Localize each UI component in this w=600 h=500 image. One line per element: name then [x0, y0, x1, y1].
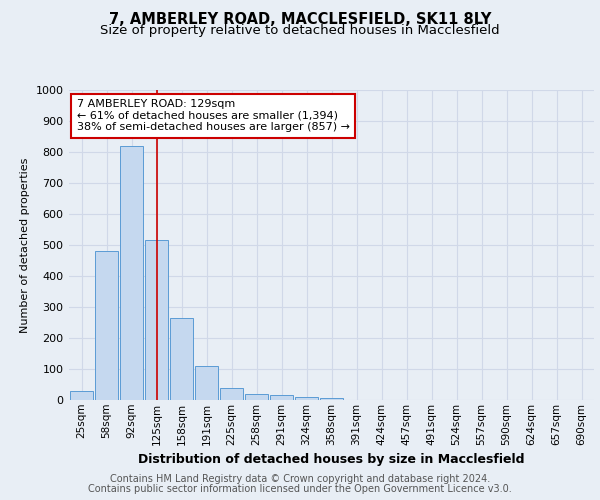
Text: Contains HM Land Registry data © Crown copyright and database right 2024.: Contains HM Land Registry data © Crown c… — [110, 474, 490, 484]
Bar — [295, 397, 319, 400]
Bar — [245, 394, 268, 400]
Bar — [70, 392, 94, 400]
Text: 7, AMBERLEY ROAD, MACCLESFIELD, SK11 8LY: 7, AMBERLEY ROAD, MACCLESFIELD, SK11 8LY — [109, 12, 491, 28]
Bar — [220, 388, 244, 400]
Bar — [194, 366, 218, 400]
Y-axis label: Number of detached properties: Number of detached properties — [20, 158, 30, 332]
Text: Size of property relative to detached houses in Macclesfield: Size of property relative to detached ho… — [100, 24, 500, 37]
Text: Contains public sector information licensed under the Open Government Licence v3: Contains public sector information licen… — [88, 484, 512, 494]
Bar — [95, 251, 118, 400]
Bar — [119, 146, 143, 400]
Bar — [170, 318, 193, 400]
Bar — [320, 398, 343, 400]
Bar — [269, 396, 293, 400]
X-axis label: Distribution of detached houses by size in Macclesfield: Distribution of detached houses by size … — [138, 453, 525, 466]
Bar — [145, 240, 169, 400]
Text: 7 AMBERLEY ROAD: 129sqm
← 61% of detached houses are smaller (1,394)
38% of semi: 7 AMBERLEY ROAD: 129sqm ← 61% of detache… — [77, 100, 350, 132]
